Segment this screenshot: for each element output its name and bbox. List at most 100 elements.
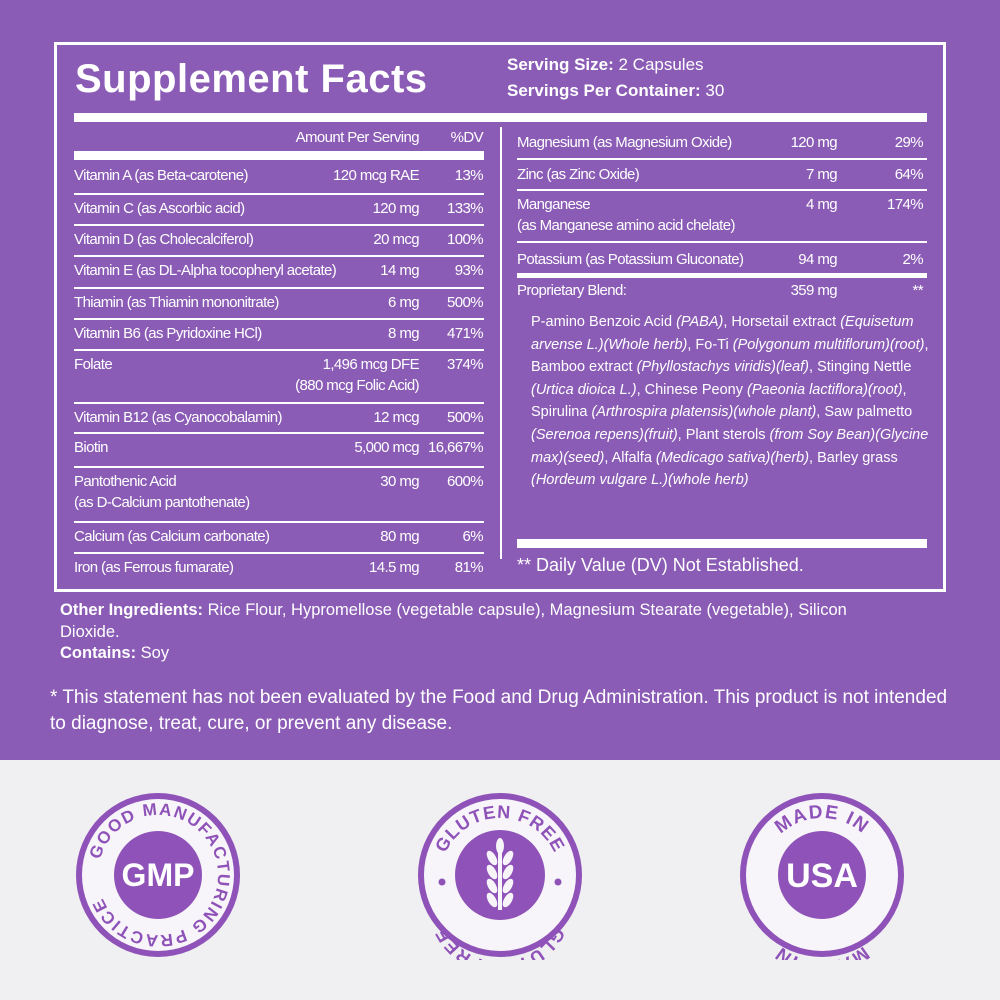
nutrient-name: Magnesium (as Magnesium Oxide): [517, 134, 732, 151]
nutrient-dv: 29%: [894, 134, 924, 151]
blend-ingredient-text: (Arthrospira platensis)(whole plant): [591, 404, 817, 421]
nutrient-name: Thiamin (as Thiamin mononitrate): [74, 294, 279, 311]
nutrient-name-detail: (as Manganese amino acid chelate): [517, 217, 735, 234]
blend-ingredient-text: (Equisetum arvense L.)(Whole herb): [531, 314, 914, 353]
nutrient-dv: **: [912, 282, 924, 299]
blend-ingredient-text: (Medicago sativa)(herb): [655, 449, 810, 466]
gmp-center-text: GMP: [122, 857, 195, 893]
supplement-facts-panel: Supplement Facts Serving Size: 2 Capsule…: [54, 42, 946, 592]
left-header-divider: [74, 151, 484, 160]
nutrient-dv: 16,667%: [427, 439, 484, 456]
usa-center-text: USA: [786, 857, 858, 895]
amount-per-serving-header: Amount Per Serving: [295, 129, 420, 146]
blend-ingredient-text: , Fo-Ti: [687, 336, 733, 353]
blend-ingredient-text: , Bamboo extract: [531, 336, 929, 376]
nutrient-amount: 80 mg: [380, 528, 419, 545]
nutrient-dv: 100%: [447, 231, 484, 248]
row-divider: [74, 255, 484, 257]
nutrient-amount: 14.5 mg: [369, 559, 420, 576]
blend-ingredient-text: (Serenoa repens)(fruit): [531, 426, 678, 443]
facts-background: Supplement Facts Serving Size: 2 Capsule…: [0, 0, 1000, 760]
row-divider: [74, 552, 484, 554]
row-divider: [517, 241, 927, 243]
nutrient-amount: 6 mg: [388, 294, 420, 311]
row-divider: [517, 273, 927, 278]
servings-per-container: Servings Per Container: 30: [507, 81, 725, 100]
nutrient-dv: 93%: [454, 262, 484, 279]
row-divider: [74, 224, 484, 226]
gmp-badge: GOOD MANUFACTURING PRACTICE GMP: [76, 793, 240, 957]
row-divider: [74, 287, 484, 289]
nutrient-amount: 8 mg: [388, 325, 420, 342]
nutrient-dv: 600%: [447, 473, 484, 490]
nutrient-name: Vitamin B12 (as Cyanocobalamin): [74, 409, 283, 426]
nutrient-amount: 12 mcg: [373, 409, 419, 426]
blend-ingredient-text: (Phyllostachys viridis)(leaf): [636, 359, 810, 376]
nutrient-name: Vitamin E (as DL-Alpha tocopheryl acetat…: [74, 262, 337, 279]
nutrient-name: Vitamin A (as Beta-carotene): [74, 167, 248, 184]
made-in-usa-badge: MADE IN MADE IN USA: [740, 793, 904, 960]
nutrient-amount: 94 mg: [798, 251, 837, 268]
nutrient-name: Vitamin D (as Cholecalciferol): [74, 231, 254, 248]
gluten-free-badge: GLUTEN FREE GLUTEN FREE: [418, 793, 582, 960]
blend-ingredient-text: (Hordeum vulgare L.)(whole herb): [531, 472, 749, 489]
nutrient-amount: 120 mg: [372, 200, 420, 217]
nutrient-name: Manganese: [517, 196, 591, 213]
row-divider: [74, 193, 484, 195]
row-divider: [74, 521, 484, 523]
nutrient-amount-detail: (880 mcg Folic Acid): [295, 377, 419, 394]
blend-ingredient-text: P-amino Benzoic Acid: [531, 314, 677, 330]
serving-size: Serving Size: 2 Capsules: [507, 55, 704, 74]
nutrient-name: Calcium (as Calcium carbonate): [74, 528, 270, 545]
other-ingredients: Other Ingredients: Rice Flour, Hypromell…: [60, 601, 847, 662]
nutrient-name: Vitamin B6 (as Pyridoxine HCl): [74, 325, 262, 342]
nutrient-name: Pantothenic Acid: [74, 473, 177, 490]
nutrient-amount: 14 mg: [380, 262, 419, 279]
nutrient-name: Proprietary Blend:: [517, 282, 627, 299]
nutrient-name-detail: (as D-Calcium pantothenate): [74, 494, 250, 511]
blend-ingredient-text: , Alfalfa: [604, 449, 656, 466]
nutrient-dv: 81%: [454, 559, 484, 576]
nutrient-name: Vitamin C (as Ascorbic acid): [74, 200, 245, 217]
nutrient-amount: 30 mg: [380, 473, 419, 490]
nutrient-dv: 174%: [887, 196, 924, 213]
nutrient-amount: 7 mg: [806, 166, 838, 183]
blend-ingredient-text: , Chinese Peony: [636, 381, 747, 398]
blend-ingredient-text: , Spirulina: [531, 381, 907, 421]
proprietary-blend-ingredients: P-amino Benzoic Acid (PABA), Horsetail e…: [531, 311, 931, 492]
nutrient-amount: 20 mcg: [373, 231, 419, 248]
nutrient-amount: 120 mcg RAE: [333, 167, 420, 184]
row-divider: [74, 402, 484, 404]
nutrient-dv: 64%: [894, 166, 924, 183]
title-divider: [74, 113, 927, 122]
nutrient-dv: 374%: [447, 356, 484, 373]
nutrient-name: Potassium (as Potassium Gluconate): [517, 251, 744, 268]
nutrient-name: Biotin: [74, 439, 109, 456]
row-divider: [517, 158, 927, 160]
blend-divider: [517, 539, 927, 548]
blend-ingredient-text: (Polygonum multiflorum)(root): [732, 336, 925, 353]
nutrient-name: Zinc (as Zinc Oxide): [517, 166, 640, 183]
nutrient-amount: 359 mg: [790, 282, 838, 299]
blend-ingredient-text: , Plant sterols: [677, 426, 770, 443]
nutrient-dv: 500%: [447, 409, 484, 426]
nutrient-amount: 5,000 mcg: [354, 439, 419, 456]
nutrient-dv: 13%: [454, 167, 484, 184]
row-divider: [74, 432, 484, 434]
nutrient-amount: 1,496 mcg DFE: [322, 356, 420, 373]
fda-disclaimer: * This statement has not been evaluated …: [50, 687, 948, 734]
column-divider: [500, 127, 502, 559]
nutrient-dv: 471%: [447, 325, 484, 342]
blend-ingredient-text: (from Soy Bean)(Glycine max)(seed): [531, 426, 929, 466]
row-divider: [74, 466, 484, 468]
dv-note: ** Daily Value (DV) Not Established.: [517, 555, 804, 575]
row-divider: [74, 318, 484, 320]
nutrient-dv: 6%: [462, 528, 484, 545]
blend-ingredient-text: , Saw palmetto: [816, 404, 913, 421]
blend-ingredient-text: (PABA): [676, 314, 724, 330]
row-divider: [517, 189, 927, 191]
blend-ingredient-text: , Stinging Nettle: [809, 359, 912, 376]
nutrient-amount: 120 mg: [790, 134, 838, 151]
nutrient-dv: 2%: [902, 251, 924, 268]
nutrient-name: Iron (as Ferrous fumarate): [74, 559, 234, 576]
